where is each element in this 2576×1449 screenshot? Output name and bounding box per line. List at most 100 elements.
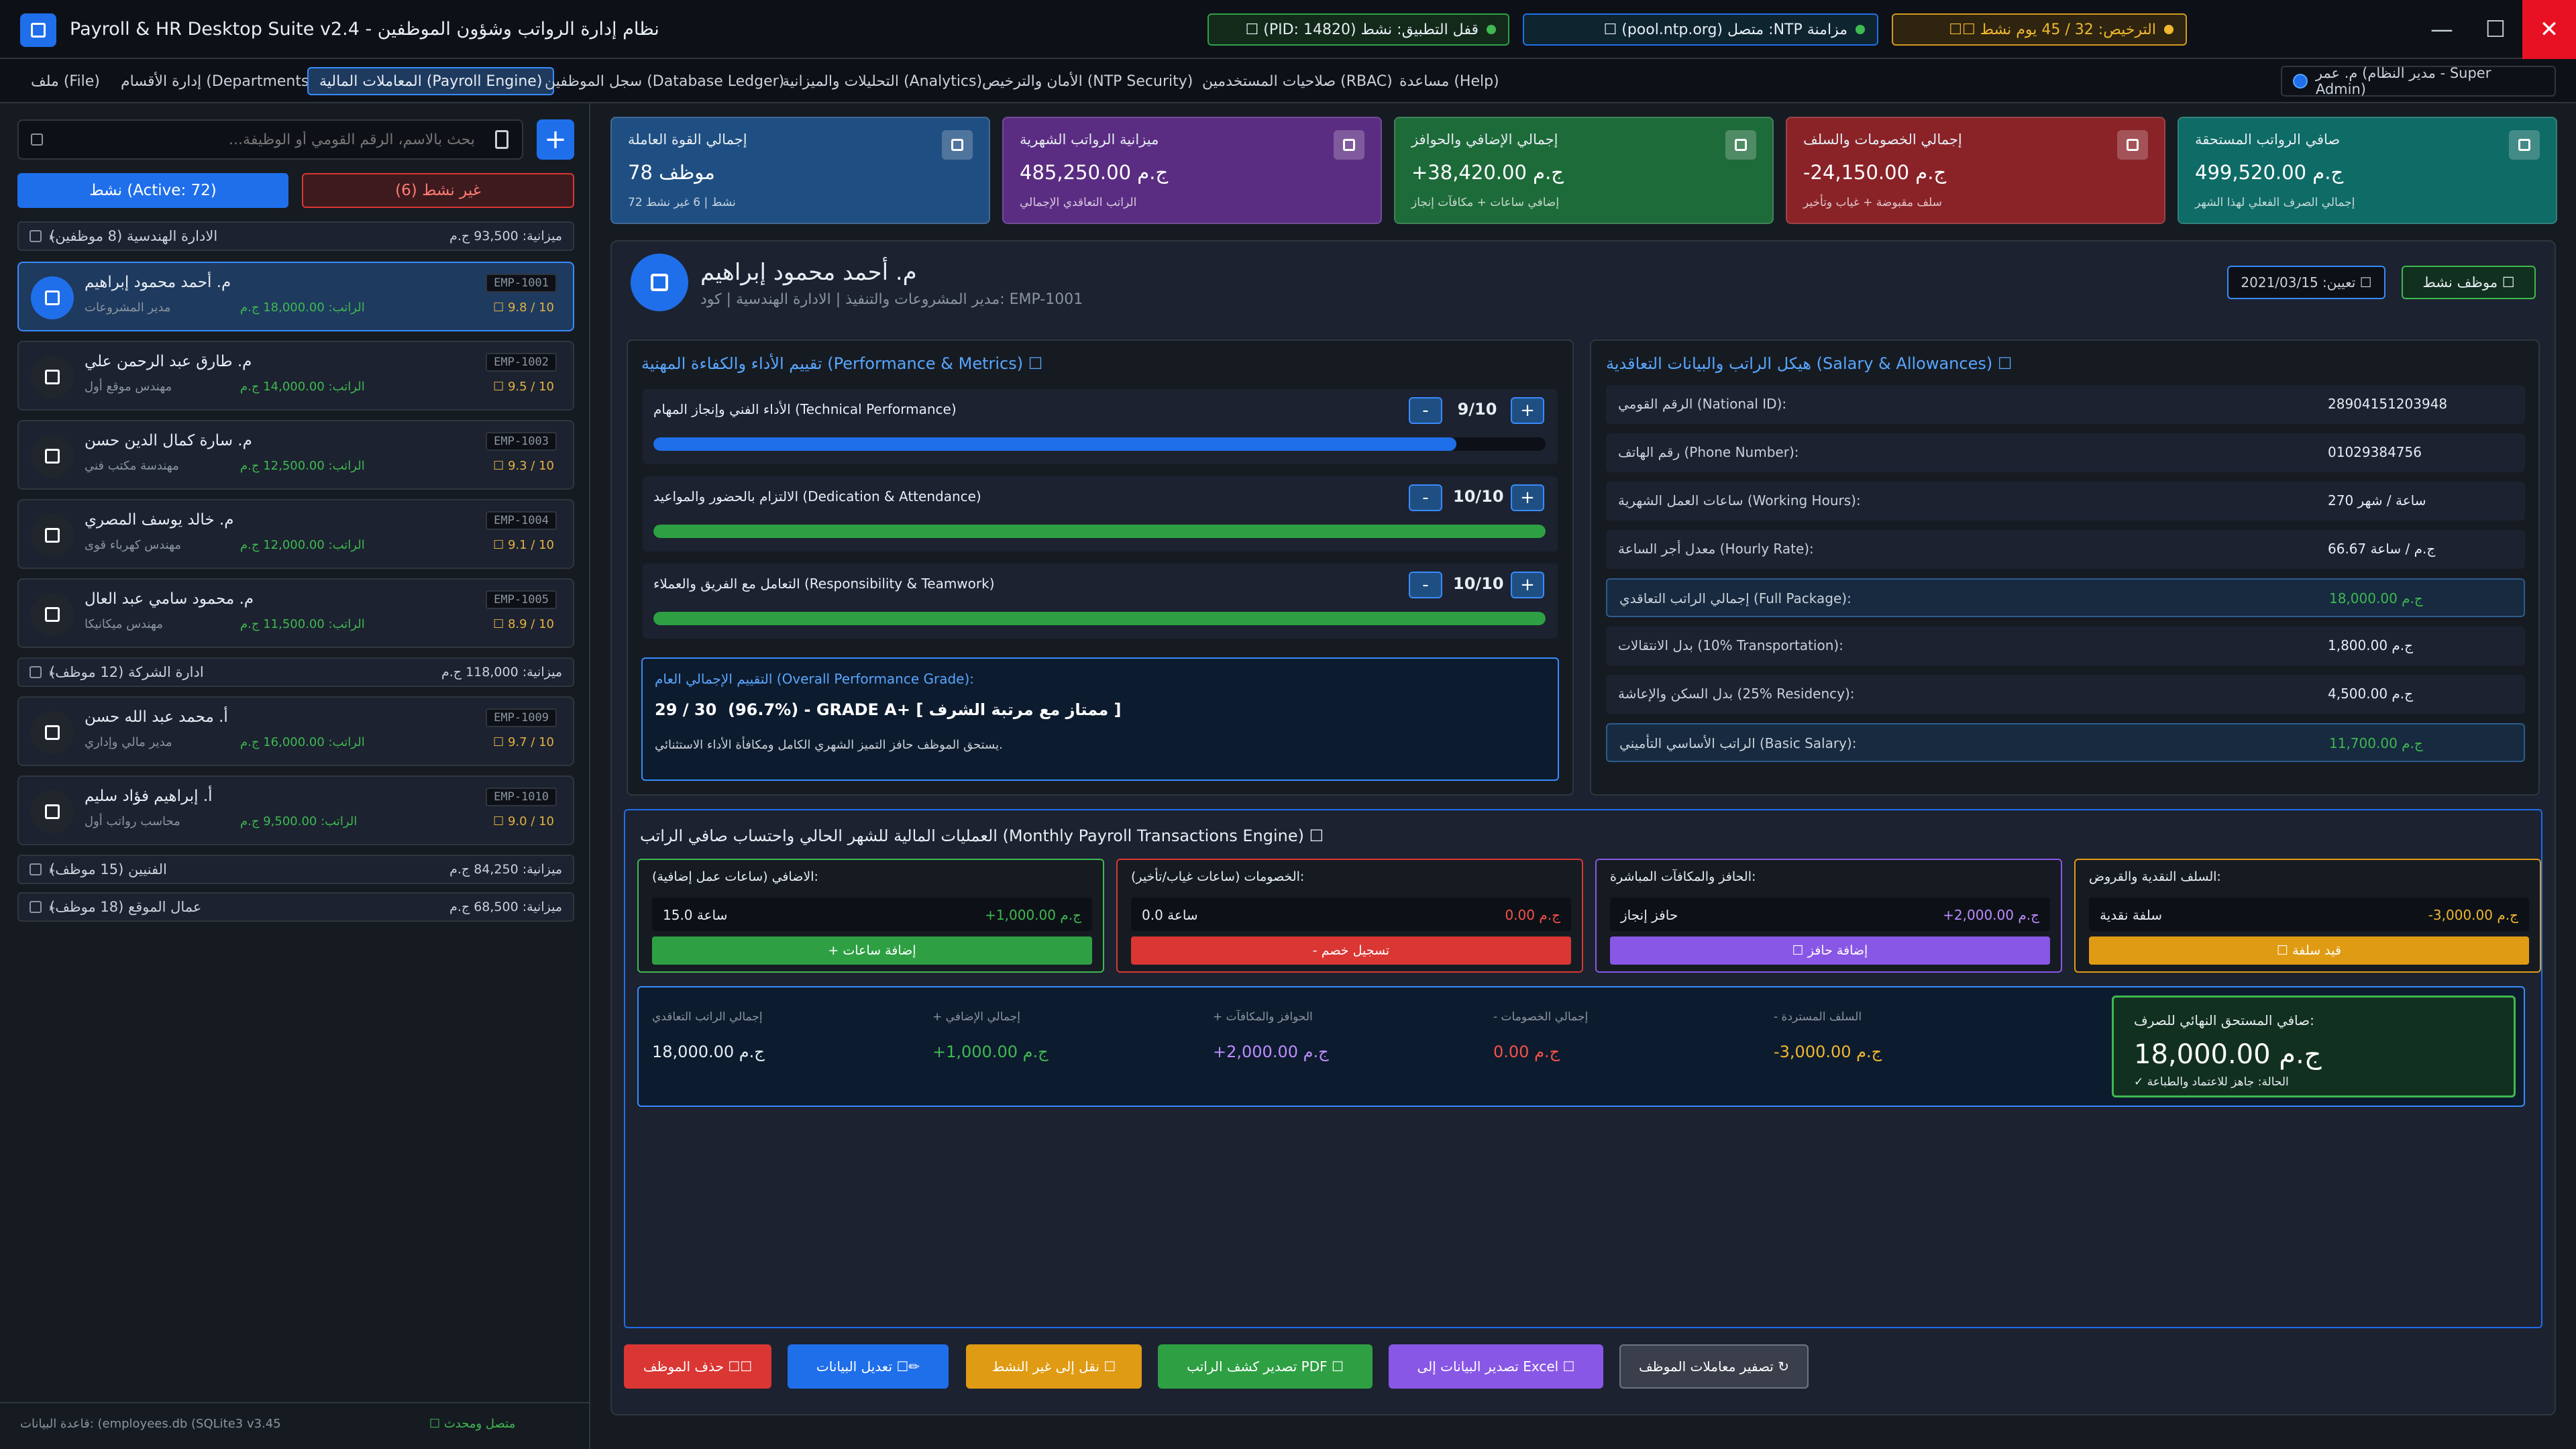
- employee-card[interactable]: أ. إبراهيم فؤاد سليم محاسب رواتب أول الر…: [17, 775, 574, 845]
- export-pdf-button[interactable]: تصدير كشف الراتب PDF ☐: [1158, 1344, 1373, 1389]
- search-input[interactable]: [59, 121, 475, 158]
- metric-value: 10/10: [1453, 487, 1504, 506]
- close-button[interactable]: ✕: [2522, 0, 2576, 59]
- employee-rating: ☐ 9.8 / 10: [493, 301, 554, 315]
- increase-button[interactable]: +: [1511, 397, 1544, 424]
- menu-database-ledger[interactable]: سجل الموظفين (Database Ledger): [545, 72, 785, 90]
- kpi-card-budget: ميزانية الرواتب الشهرية 485,250.00 ج.م ا…: [1002, 117, 1382, 224]
- user-globe-icon: [2293, 74, 2308, 89]
- department-budget: ميزانية: 84,250 ج.م: [449, 862, 562, 877]
- overtime-card: الاضافي (ساعات عمل إضافية): 15.0 ساعة +1…: [637, 859, 1104, 973]
- employee-role: مدير المشروعات: [85, 301, 171, 315]
- summary-overtime: + إجمالي الإضافي +1,000.00 ج.م: [932, 1010, 1187, 1061]
- tx-title: الخصومات (ساعات غياب/تأخير):: [1131, 869, 1305, 884]
- search-checkbox[interactable]: [31, 133, 43, 146]
- salary-row-label: بدل السكن والإعاشة (25% Residency):: [1618, 686, 1855, 702]
- filter-inactive-button[interactable]: غير نشط (6): [302, 173, 574, 208]
- reset-transactions-button[interactable]: تصفير معاملات الموظف ↻: [1619, 1344, 1809, 1389]
- ntp-sync-status: مزامنة NTP: متصل (pool.ntp.org) ☐: [1523, 13, 1878, 46]
- bonus-input[interactable]: حافز إنجاز +2,000.00 ج.م: [1610, 898, 2050, 931]
- employee-code: EMP-1002: [486, 353, 557, 372]
- employee-name: م. أحمد محمود إبراهيم: [85, 274, 231, 291]
- add-advance-button[interactable]: ☐ قيد سلفة: [2089, 936, 2529, 965]
- employee-card[interactable]: م. طارق عبد الرحمن علي مهندس موقع أول ال…: [17, 341, 574, 411]
- employee-name: م. طارق عبد الرحمن علي: [85, 353, 252, 370]
- employee-card[interactable]: أ. محمد عبد الله حسن مدير مالي وإداري ال…: [17, 696, 574, 766]
- menu-departments[interactable]: إدارة الأقسام (Departments): [121, 72, 315, 90]
- current-user-name: م. عمر (مدير النظام - Super Admin): [2315, 65, 2491, 97]
- collapse-checkbox[interactable]: [30, 901, 42, 913]
- collapse-checkbox[interactable]: [30, 666, 42, 678]
- employee-rating: ☐ 8.9 / 10: [493, 617, 554, 631]
- salary-row-label: ساعات العمل الشهرية (Working Hours):: [1618, 492, 1861, 508]
- salary-row-phone: رقم الهاتف (Phone Number): 01029384756: [1606, 433, 2525, 472]
- employee-card[interactable]: م. أحمد محمود إبراهيم مدير المشروعات الر…: [17, 262, 574, 331]
- edit-employee-button[interactable]: تعديل البيانات ☐✏: [788, 1344, 949, 1389]
- minimize-button[interactable]: —: [2430, 16, 2453, 43]
- metric-teamwork: التعامل مع الفريق والعملاء (Responsibili…: [643, 564, 1558, 639]
- metric-attendance: الالتزام بالحضور والمواعيد (Dedication &…: [643, 476, 1558, 551]
- export-excel-button[interactable]: تصدير البيانات إلى Excel ☐: [1389, 1344, 1603, 1389]
- maximize-button[interactable]: ☐: [2485, 16, 2506, 43]
- increase-button[interactable]: +: [1511, 572, 1544, 598]
- status-dot-icon: [1856, 25, 1865, 34]
- window-title: Payroll & HR Desktop Suite v2.4 - نظام إ…: [70, 19, 659, 40]
- employee-status-badge[interactable]: موظف نشط ☐: [2402, 266, 2536, 299]
- employee-name: م. خالد يوسف المصري: [85, 511, 234, 529]
- summary-label: إجمالي الراتب التعاقدي: [652, 1010, 763, 1024]
- salary-row-label: رقم الهاتف (Phone Number):: [1618, 444, 1799, 460]
- app-lock-text: قفل التطبيق: نشط (PID: 14820) ☐: [1245, 21, 1479, 38]
- department-header[interactable]: ▸ عمال الموقع (18 موظف) ميزانية: 68,500 …: [17, 892, 574, 922]
- current-user-badge[interactable]: م. عمر (مدير النظام - Super Admin): [2281, 65, 2556, 97]
- summary-label: - إجمالي الخصومات: [1493, 1010, 1589, 1024]
- employee-card[interactable]: م. محمود سامي عبد العال مهندس ميكانيكا ا…: [17, 578, 574, 648]
- avatar: [31, 514, 74, 557]
- decrease-button[interactable]: -: [1409, 572, 1442, 598]
- menu-file[interactable]: ملف (File): [31, 72, 100, 90]
- delete-employee-button[interactable]: حذف الموظف ☐☐: [624, 1344, 771, 1389]
- salary-row-value: 11,700.00 ج.م: [2329, 735, 2423, 751]
- summary-value: 18,000.00 ج.م: [652, 1042, 765, 1061]
- department-header[interactable]: ▸ ادارة الشركة (12 موظف) ميزانية: 118,00…: [17, 657, 574, 687]
- collapse-checkbox[interactable]: [30, 863, 42, 875]
- menu-analytics[interactable]: التحليلات والميزانية (Analytics): [782, 72, 983, 90]
- summary-label: - السلف المستردة: [1774, 1010, 1862, 1024]
- tx-amount: +2,000.00 ج.م: [1943, 907, 2039, 923]
- employee-salary: الراتب: 12,000.00 ج.م: [240, 538, 365, 552]
- tx-input-value: 0.0 ساعة: [1142, 907, 1198, 923]
- increase-button[interactable]: +: [1511, 484, 1544, 511]
- kpi-subtitle: إضافي ساعات + مكافآت إنجاز: [1411, 196, 1560, 209]
- menu-payroll-engine[interactable]: المعاملات المالية (Payroll Engine): [307, 67, 555, 95]
- metric-progress-fill: [653, 437, 1456, 451]
- add-employee-button[interactable]: +: [537, 119, 574, 160]
- employee-card[interactable]: م. خالد يوسف المصري مهندس كهرباء قوى الر…: [17, 499, 574, 569]
- add-bonus-button[interactable]: ☐ إضافة حافز: [1610, 936, 2050, 965]
- salary-row-value: 28904151203948: [2328, 396, 2448, 412]
- move-to-inactive-button[interactable]: نقل إلى غير النشط ☐: [966, 1344, 1142, 1389]
- deduction-hours-input[interactable]: 0.0 ساعة 0.00 ج.م: [1131, 898, 1571, 931]
- employee-card[interactable]: م. سارة كمال الدين حسن مهندسة مكتب فني ا…: [17, 420, 574, 490]
- menu-rbac[interactable]: صلاحيات المستخدمين (RBAC): [1202, 72, 1393, 90]
- kpi-card-workforce: إجمالي القوة العاملة 78 موظف 72 نشط | 6 …: [610, 117, 990, 224]
- add-deduction-button[interactable]: - تسجيل خصم: [1131, 936, 1571, 965]
- department-header[interactable]: ▸ الادارة الهندسية (8 موظفين) ميزانية: 9…: [17, 221, 574, 251]
- add-overtime-button[interactable]: + إضافة ساعات: [652, 936, 1092, 965]
- collapse-checkbox[interactable]: [30, 230, 42, 242]
- kpi-value: 78 موظف: [628, 161, 715, 184]
- hire-date-badge: تعيين: 2021/03/15 ☐: [2227, 266, 2385, 299]
- salary-title: هيكل الراتب والبيانات التعاقدية (Salary …: [1606, 354, 2012, 373]
- employee-code: EMP-1004: [486, 511, 557, 530]
- kpi-card-deductions: إجمالي الخصومات والسلف -24,150.00 ج.م سل…: [1786, 117, 2165, 224]
- advance-input[interactable]: سلفة نقدية -3,000.00 ج.م: [2089, 898, 2529, 931]
- department-header[interactable]: ▸ الفنيين (15 موظف) ميزانية: 84,250 ج.م: [17, 855, 574, 884]
- decrease-button[interactable]: -: [1409, 484, 1442, 511]
- menu-help[interactable]: مساعدة (Help): [1399, 72, 1499, 90]
- salary-row-value: 18,000.00 ج.م: [2329, 590, 2423, 606]
- ntp-sync-text: مزامنة NTP: متصل (pool.ntp.org) ☐: [1603, 21, 1848, 38]
- employee-role: مهندس موقع أول: [85, 380, 172, 394]
- filter-active-button[interactable]: نشط (Active: 72): [17, 173, 288, 208]
- decrease-button[interactable]: -: [1409, 397, 1442, 424]
- overtime-hours-input[interactable]: 15.0 ساعة +1,000.00 ج.م: [652, 898, 1092, 931]
- menu-ntp-security[interactable]: الأمان والترخيص (NTP Security): [982, 72, 1193, 90]
- kpi-title: إجمالي الخصومات والسلف: [1803, 131, 1962, 148]
